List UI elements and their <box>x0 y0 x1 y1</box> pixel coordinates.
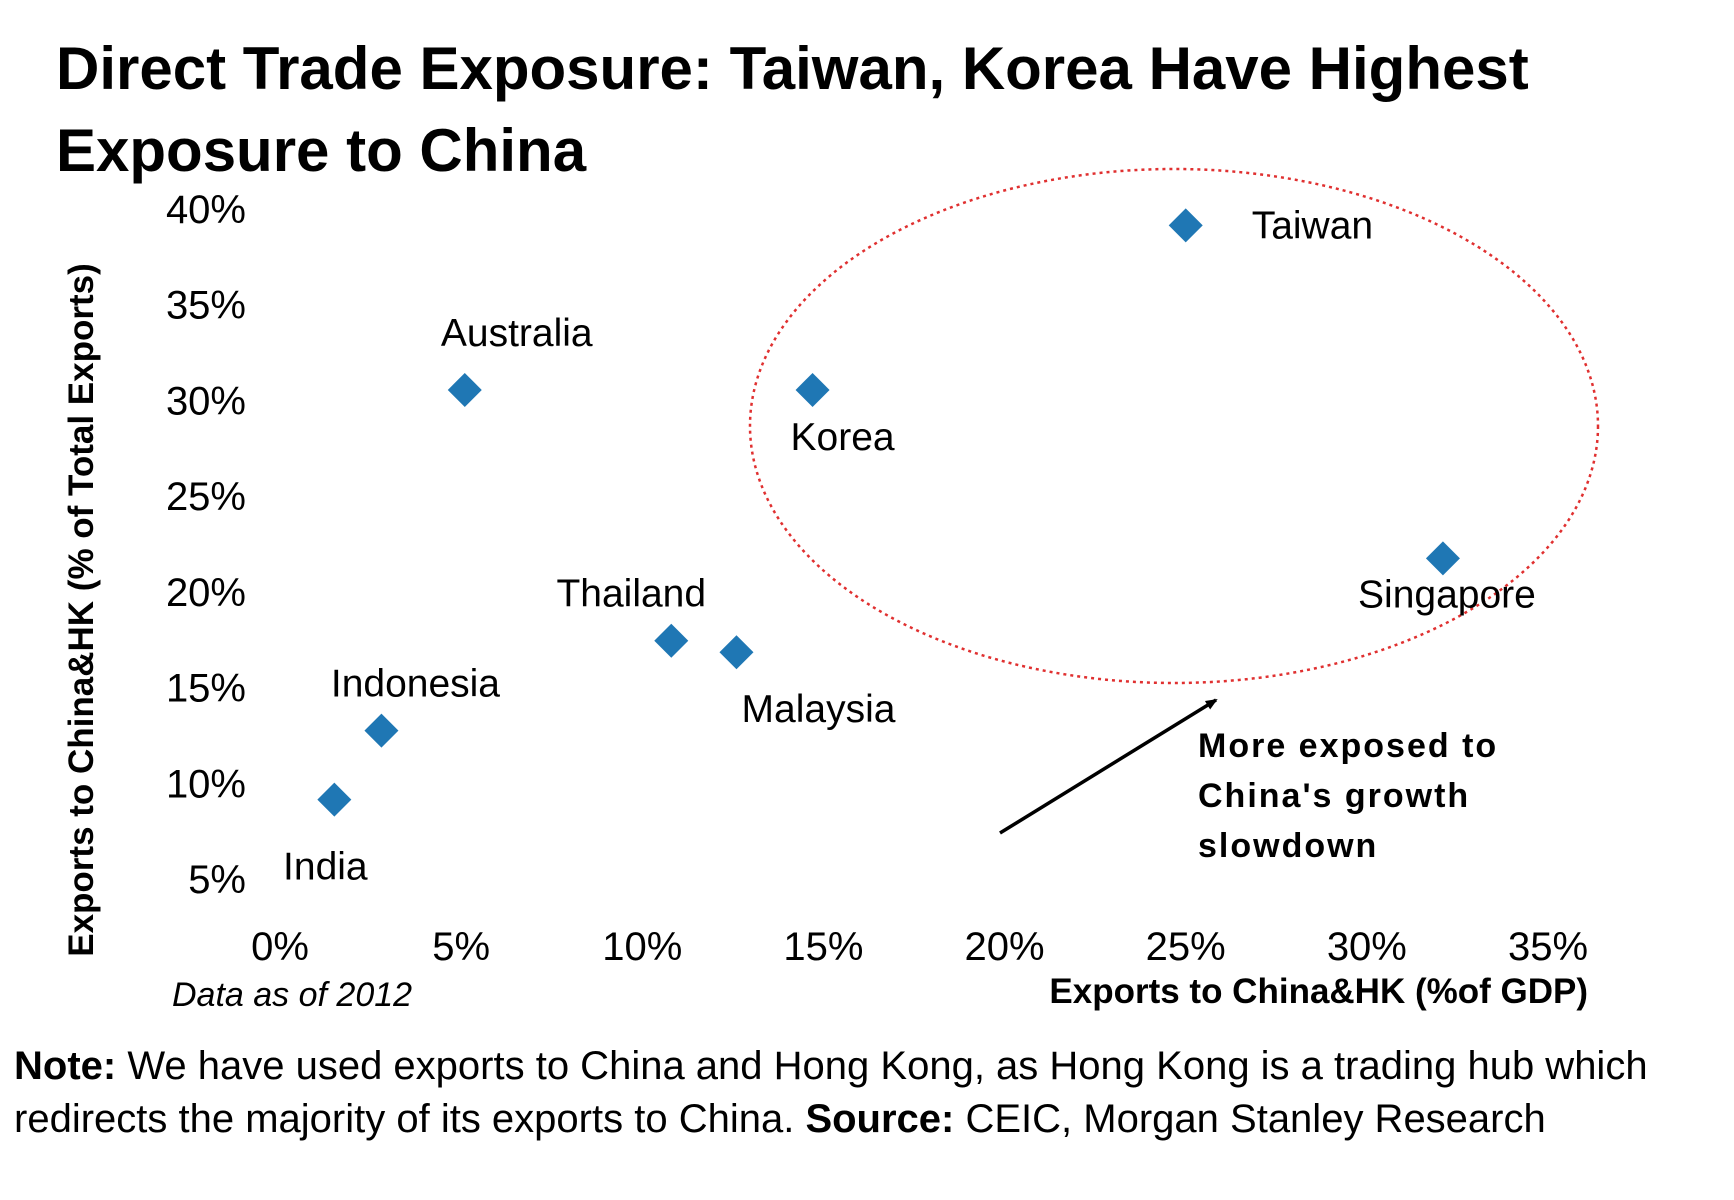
note-paragraph: Note: We have used exports to China and … <box>14 1040 1724 1146</box>
point-labels: Taiwan Australia Korea Singapore Thailand Mal… <box>283 204 1536 888</box>
point-label-indonesia: Indonesia <box>331 663 500 706</box>
highlight-ellipse <box>748 167 1600 685</box>
data-point-thailand <box>654 623 689 658</box>
scatter-chart: 5%10%15%20%25%30%35%40% 0% 5% 10% 15% 20% 25%… <box>62 167 1600 1014</box>
x-tick-label: 15% <box>783 925 863 969</box>
x-tick-label: 25% <box>1146 925 1226 969</box>
data-point-malaysia <box>719 635 754 670</box>
y-tick-label: 30% <box>166 379 246 423</box>
point-label-taiwan: Taiwan <box>1252 204 1373 247</box>
data-point-taiwan <box>1168 208 1203 243</box>
data-point-india <box>317 782 352 817</box>
x-tick-label: 10% <box>602 925 682 969</box>
point-label-singapore: Singapore <box>1358 573 1536 616</box>
data-point-australia <box>447 372 482 407</box>
y-tick-label: 25% <box>166 475 246 519</box>
note-label: Note: <box>14 1044 117 1088</box>
source-text: CEIC, Morgan Stanley Research <box>954 1097 1546 1141</box>
point-label-australia: Australia <box>441 312 593 355</box>
data-point-indonesia <box>364 713 399 748</box>
x-tick-label: 0% <box>251 925 309 969</box>
y-axis-label: Exports to China&HK (% of Total Exports) <box>62 263 101 957</box>
x-tick-label: 5% <box>432 925 490 969</box>
annotation-arrow <box>999 698 1218 835</box>
y-tick-label: 5% <box>188 858 246 902</box>
y-tick-label: 40% <box>166 188 246 232</box>
y-tick-label: 20% <box>166 571 246 615</box>
y-tick-label: 15% <box>166 667 246 711</box>
annotation-line: More exposed to <box>1198 727 1498 765</box>
point-label-thailand: Thailand <box>556 573 706 616</box>
note-text: We have used exports to China and Hong K… <box>14 1044 1648 1141</box>
x-axis-label: Exports to China&HK (%of GDP) <box>1049 972 1588 1011</box>
point-label-korea: Korea <box>791 416 895 459</box>
y-tick-label: 35% <box>166 284 246 328</box>
x-tick-label: 20% <box>965 925 1045 969</box>
annotation-text: More exposed to China's growth slowdown <box>1198 727 1498 865</box>
point-label-india: India <box>283 846 368 889</box>
data-point-korea <box>795 372 830 407</box>
point-label-malaysia: Malaysia <box>742 688 896 731</box>
y-tick-label: 10% <box>166 762 246 806</box>
annotation-line: slowdown <box>1198 827 1378 865</box>
data-points <box>317 208 1460 817</box>
source-label: Source: <box>805 1097 955 1141</box>
annotation-line: China's growth <box>1198 777 1470 815</box>
chart-title: Direct Trade Exposure: Taiwan, Korea Hav… <box>56 35 1529 184</box>
x-tick-label: 30% <box>1327 925 1407 969</box>
x-tick-label: 35% <box>1508 925 1588 969</box>
data-footnote: Data as of 2012 <box>172 976 412 1014</box>
data-point-singapore <box>1425 541 1460 576</box>
x-axis-ticks: 0% 5% 10% 15% 20% 25% 30% 35% <box>251 925 1588 969</box>
y-axis-ticks: 5% 10% 15% 20% 25% 30% 35% 40% <box>166 188 246 902</box>
